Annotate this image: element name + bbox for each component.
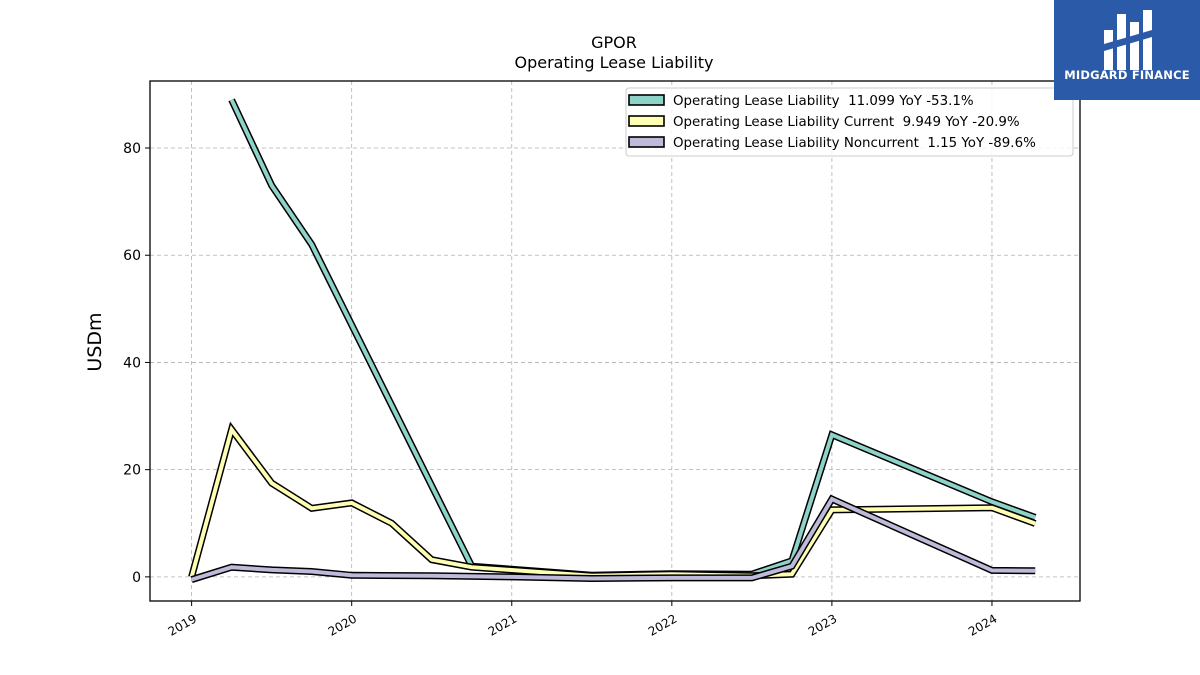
x-tick-label: 2023 (806, 611, 839, 638)
y-tick-label: 80 (123, 141, 141, 157)
x-tick-label: 2022 (646, 611, 679, 638)
chart-title: GPOR (591, 33, 637, 52)
x-tick-label: 2019 (166, 611, 199, 638)
x-tick-label: 2021 (486, 611, 519, 638)
legend-swatch-3 (628, 136, 665, 148)
logo: MIDGARD FINANCE (1054, 0, 1200, 100)
logo-text: MIDGARD FINANCE (1064, 68, 1190, 82)
legend-swatch-2 (628, 115, 665, 127)
legend-entry-3: Operating Lease Liability Noncurrent 1.1… (673, 136, 1036, 151)
series-line-2 (189, 425, 1036, 578)
y-axis-label: USDm (84, 312, 106, 371)
legend-swatch-1 (628, 94, 665, 106)
series-line-3 (191, 496, 1036, 582)
plot-frame (149, 80, 1081, 602)
chart-subtitle: Operating Lease Liability (514, 53, 713, 72)
x-tick-label: 2020 (326, 611, 359, 638)
y-tick-label: 20 (123, 463, 141, 479)
y-tick-label: 40 (123, 355, 141, 371)
legend: Operating Lease Liability 11.099 YoY -53… (625, 87, 1074, 157)
legend-entry-1: Operating Lease Liability 11.099 YoY -53… (673, 94, 974, 109)
y-tick-label: 60 (123, 248, 141, 264)
y-tick-label: 0 (132, 570, 141, 586)
legend-box (625, 87, 1074, 157)
x-tick-label: 2024 (966, 611, 999, 638)
logo-mark-icon (1104, 10, 1152, 70)
series-outline-2 (188, 421, 1037, 580)
legend-entry-2: Operating Lease Liability Current 9.949 … (673, 115, 1020, 130)
